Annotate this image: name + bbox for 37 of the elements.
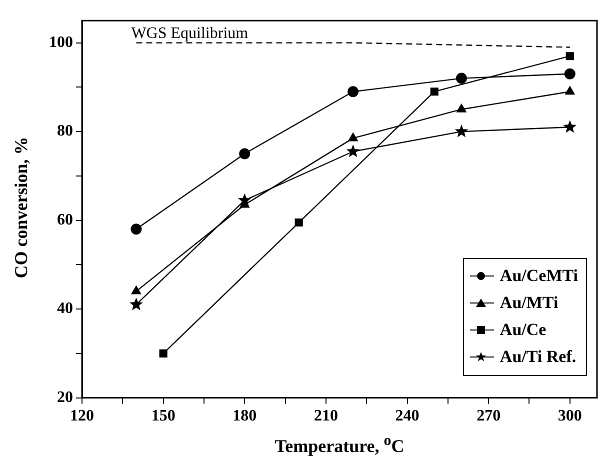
point [456,72,467,84]
point [456,104,466,112]
legend-label: Au/Ce [500,320,546,340]
point [563,120,577,133]
x-tick-label: 270 [476,408,501,425]
legend-label: Au/CeMTi [500,266,578,286]
point [130,224,142,235]
x-tick-label: 150 [151,408,176,425]
point [239,148,250,160]
point [294,218,303,227]
point [348,132,358,142]
point [348,86,359,98]
y-tick-label: 20 [57,388,73,406]
point [564,68,576,80]
x-tick-label: 120 [70,408,94,425]
y-tick-label: 100 [49,34,73,51]
x-tick-label: 300 [558,408,582,425]
point [238,193,252,206]
point [131,286,142,294]
x-tick-label: 210 [314,408,338,425]
y-tick-label: 40 [57,300,73,318]
point [430,88,438,96]
x-tick-label: 240 [395,408,420,425]
x-axis-title: Temperature, $^{o}$C [274,433,406,457]
legend-label: Au/MTi [500,293,558,314]
y-tick-label: 60 [57,211,73,228]
point [130,298,143,310]
point [346,144,360,158]
y-tick-label: 80 [57,122,73,140]
y-axis-title: CO conversion, % [12,136,32,280]
point [566,52,574,60]
point [565,86,575,95]
legend-label: Au/Ti Ref. [500,347,576,368]
point [159,349,168,358]
point [454,124,468,138]
x-tick-label: 180 [232,408,257,425]
series-label: WGS Equilibrium [131,24,249,42]
